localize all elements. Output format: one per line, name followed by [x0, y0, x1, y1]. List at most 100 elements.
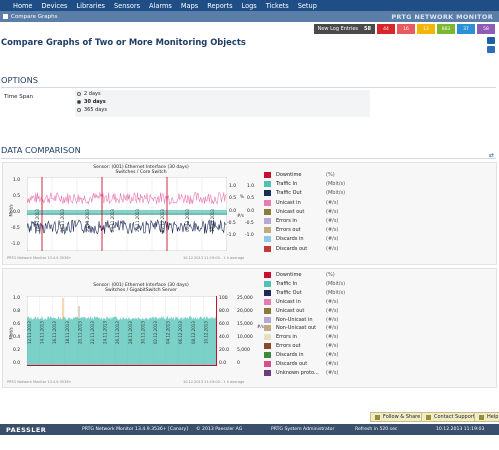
- nav-reports[interactable]: Reports: [207, 1, 233, 10]
- help-button[interactable]: Help: [474, 412, 499, 422]
- legend-unit: (#/s): [326, 316, 339, 323]
- help-icon: [479, 414, 484, 420]
- graph2-ytick: 0.2: [13, 348, 21, 353]
- legend-label: Non-Unicast out: [276, 325, 317, 332]
- x-tick-label: 16.11.2013: [52, 321, 57, 344]
- graph2-right-tick: 15,000: [237, 322, 253, 327]
- legend-unit: (#/s): [326, 369, 339, 376]
- graph2-ytick: 0.6: [13, 322, 21, 327]
- legend-item[interactable]: Unicast out (#/s): [264, 208, 338, 215]
- legend-item[interactable]: Errors in (#/s): [264, 334, 338, 341]
- follow-share-button[interactable]: Follow & Share: [370, 412, 426, 422]
- legend-label: Discards out: [276, 245, 308, 252]
- nav-home[interactable]: Home: [13, 1, 33, 10]
- legend-swatch: [264, 334, 271, 341]
- radio-30days[interactable]: [77, 100, 81, 104]
- legend-item[interactable]: Discards out (#/s): [264, 245, 339, 252]
- graph2-mid-tick: 0.0: [219, 361, 227, 366]
- legend-label: Errors in: [276, 334, 297, 341]
- footer-timestamp: 10.12.2013 11:19:03: [436, 427, 485, 432]
- timespan-option-30days[interactable]: 30 days: [77, 99, 106, 105]
- legend-swatch: [264, 172, 271, 178]
- legend-unit: (Mbit/s): [326, 289, 346, 296]
- x-tick-label: 12.11.2013: [27, 321, 32, 344]
- radio-2days[interactable]: [77, 92, 81, 96]
- breadcrumb: Compare Graphs PRTG NETWORK MONITOR: [0, 11, 499, 22]
- new-log-entries-button[interactable]: New Log Entries 58: [313, 24, 375, 34]
- status-badge-up[interactable]: 883: [437, 24, 455, 34]
- graph2-right-tick: 20,000: [237, 309, 253, 314]
- x-tick-label: 30.11.2013: [140, 321, 145, 344]
- legend-item[interactable]: Discards in (#/s): [264, 236, 338, 243]
- nav-sensors[interactable]: Sensors: [113, 1, 141, 10]
- legend-unit: (#/s): [326, 343, 339, 350]
- legend-item[interactable]: Traffic In (Mbit/s): [264, 181, 345, 188]
- nav-alarms[interactable]: Alarms: [149, 1, 172, 10]
- x-tick-label: 04.12.2013: [166, 321, 171, 344]
- breadcrumb-current[interactable]: Compare Graphs: [11, 13, 58, 20]
- status-badge-down[interactable]: 44: [377, 24, 395, 34]
- nav-tickets[interactable]: Tickets: [265, 1, 289, 10]
- x-tick-label: 20.11.2013: [77, 321, 82, 344]
- legend-unit: (%): [326, 272, 335, 278]
- link-icon[interactable]: ⇄: [489, 152, 495, 159]
- nav-maps[interactable]: Maps: [180, 1, 199, 10]
- print-icon[interactable]: [487, 37, 495, 44]
- graph2-footnote: PRTG Network Monitor 13.4.9.3536+: [7, 380, 72, 384]
- graph2-title: Sensor: (001) Ethernet Interface (30 day…: [93, 283, 189, 288]
- graph1-plot[interactable]: 12.11.2013 16.11.2013 20.11.2013 24.11.2013…: [27, 177, 227, 251]
- legend-item[interactable]: Non-Unicast out (#/s): [264, 325, 338, 332]
- legend-item[interactable]: Traffic Out (Mbit/s): [264, 190, 345, 197]
- legend-item[interactable]: Discards in (#/s): [264, 352, 338, 359]
- legend-item[interactable]: Non-Unicast in (#/s): [264, 316, 339, 323]
- legend-item[interactable]: Errors out (#/s): [264, 227, 338, 234]
- home-icon[interactable]: [3, 14, 8, 19]
- nav-setup[interactable]: Setup: [297, 1, 317, 10]
- x-tick-label: 02.12.2013: [153, 321, 158, 344]
- settings-icon[interactable]: [487, 46, 495, 53]
- legend-swatch: [264, 181, 271, 188]
- legend-item[interactable]: Discards out (#/s): [264, 361, 338, 367]
- x-tick-label: 20.11.2013: [85, 209, 90, 232]
- graph1-ytick: 0.0: [13, 210, 21, 215]
- legend-item[interactable]: Downtime (%): [264, 172, 335, 178]
- status-badge-warning[interactable]: 13: [417, 24, 435, 34]
- legend-item[interactable]: Unknown proto... (#/s): [264, 369, 339, 376]
- status-badge-paused[interactable]: 37: [457, 24, 475, 34]
- status-badge-unusual[interactable]: 58: [477, 24, 495, 34]
- graph1-right-unit: %: [240, 194, 244, 199]
- legend-swatch: [264, 352, 271, 359]
- nav-logs[interactable]: Logs: [241, 1, 257, 10]
- legend-swatch: [264, 325, 271, 332]
- legend-item[interactable]: Downtime (%): [264, 272, 335, 278]
- footer-user[interactable]: PRTG System Administrator: [271, 427, 335, 432]
- legend-item[interactable]: Unicast out (#/s): [264, 307, 339, 314]
- legend-item[interactable]: Errors in (#/s): [264, 218, 338, 224]
- x-tick-label: 02.12.2013: [160, 209, 165, 232]
- legend-item[interactable]: Traffic Out (Mbit/s): [264, 289, 346, 296]
- x-tick-label: 24.11.2013: [103, 321, 108, 344]
- legend-item[interactable]: Traffic In (Mbit/s): [264, 280, 345, 287]
- legend-unit: (#/s): [326, 245, 339, 252]
- contact-support-button[interactable]: Contact Support: [421, 412, 480, 422]
- graph2-right-tick: 25,000: [237, 296, 253, 301]
- graph2-ytick: 1.0: [13, 296, 21, 301]
- footer-refresh[interactable]: Refresh in 520 sec: [355, 427, 398, 432]
- legend-item[interactable]: Unicast in (#/s): [264, 298, 338, 305]
- legend-item[interactable]: Unicast in (#/s): [264, 199, 338, 206]
- nav-devices[interactable]: Devices: [41, 1, 68, 10]
- footer-version: PRTG Network Monitor 13.4.9.3536+ [Canar…: [82, 427, 189, 432]
- timespan-radio-group: 2 days 30 days 365 days: [75, 90, 370, 117]
- nav-libraries[interactable]: Libraries: [76, 1, 105, 10]
- legend-item[interactable]: Errors out (#/s): [264, 343, 339, 350]
- legend-label: Traffic In: [276, 280, 298, 287]
- legend-unit: (#/s): [326, 307, 339, 314]
- graph2-plot[interactable]: 12.11.2013 14.11.2013 16.11.2013 18.11.2013…: [27, 296, 217, 366]
- timespan-option-2days[interactable]: 2 days: [77, 91, 101, 97]
- timespan-option-365days[interactable]: 365 days: [77, 107, 107, 113]
- legend-swatch: [264, 369, 271, 376]
- graph1-far-tick: 0.5: [247, 196, 255, 201]
- radio-365days[interactable]: [77, 108, 81, 112]
- status-badge-down-partial[interactable]: 16: [397, 24, 415, 34]
- legend-label: Traffic Out: [276, 289, 302, 296]
